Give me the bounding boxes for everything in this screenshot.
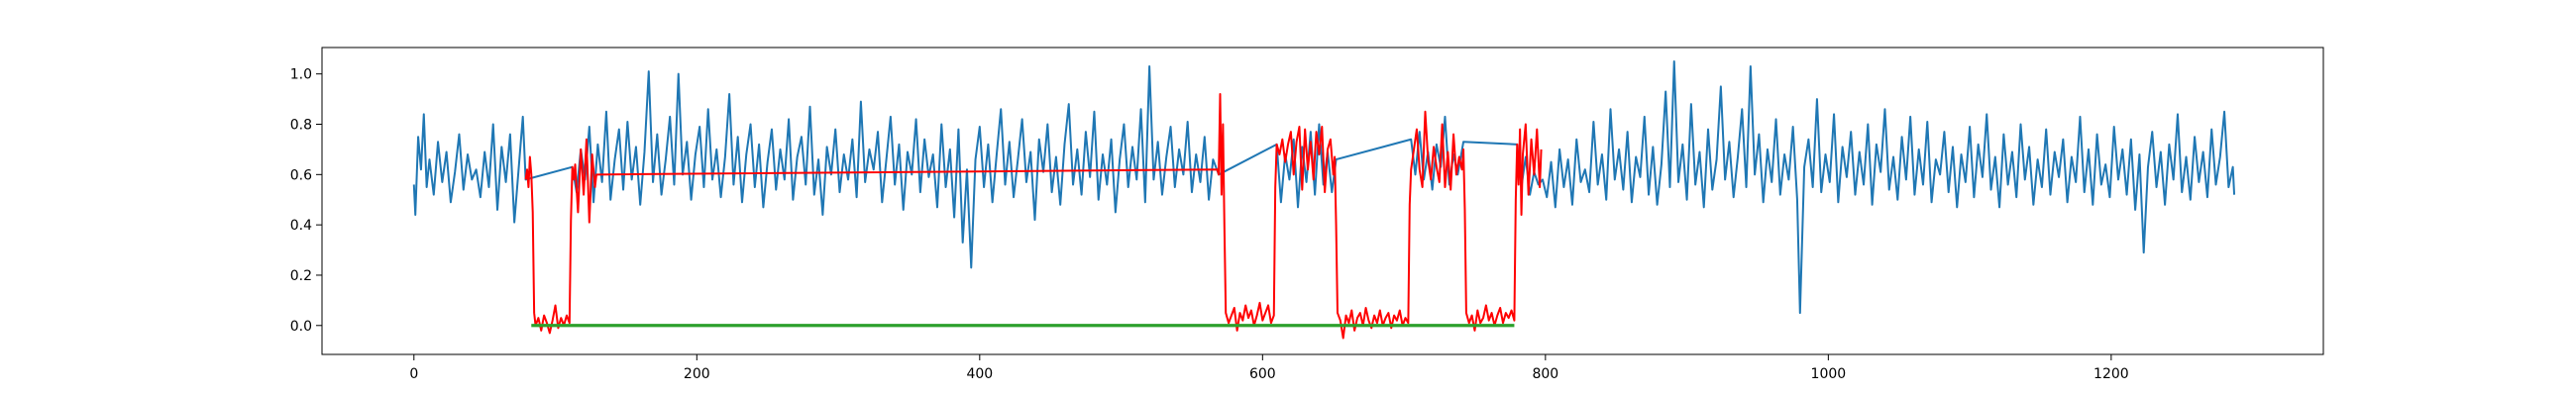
series-line-highlighted	[524, 93, 1543, 340]
x-tick-label: 1000	[1811, 366, 1847, 382]
axes-frame	[321, 47, 2324, 355]
x-tick-label: 1200	[2093, 366, 2129, 382]
x-tick-label: 400	[966, 366, 993, 382]
plot-area	[412, 59, 2236, 340]
y-tick-label: 0.8	[290, 118, 312, 134]
x-tick-label: 800	[1532, 366, 1558, 382]
y-tick-label: 0.0	[290, 319, 312, 335]
axis-ticks: 0 200 400 600 800 1000 1200 0.0 0.2 0.4 0.6 0.8 1.0	[290, 67, 2129, 382]
x-tick-label: 0	[409, 366, 418, 382]
y-tick-label: 0.2	[290, 268, 312, 284]
y-tick-label: 1.0	[290, 67, 312, 83]
x-tick-label: 200	[684, 366, 710, 382]
y-tick-label: 0.6	[290, 167, 312, 183]
x-tick-label: 600	[1249, 366, 1276, 382]
y-tick-label: 0.4	[290, 218, 312, 234]
